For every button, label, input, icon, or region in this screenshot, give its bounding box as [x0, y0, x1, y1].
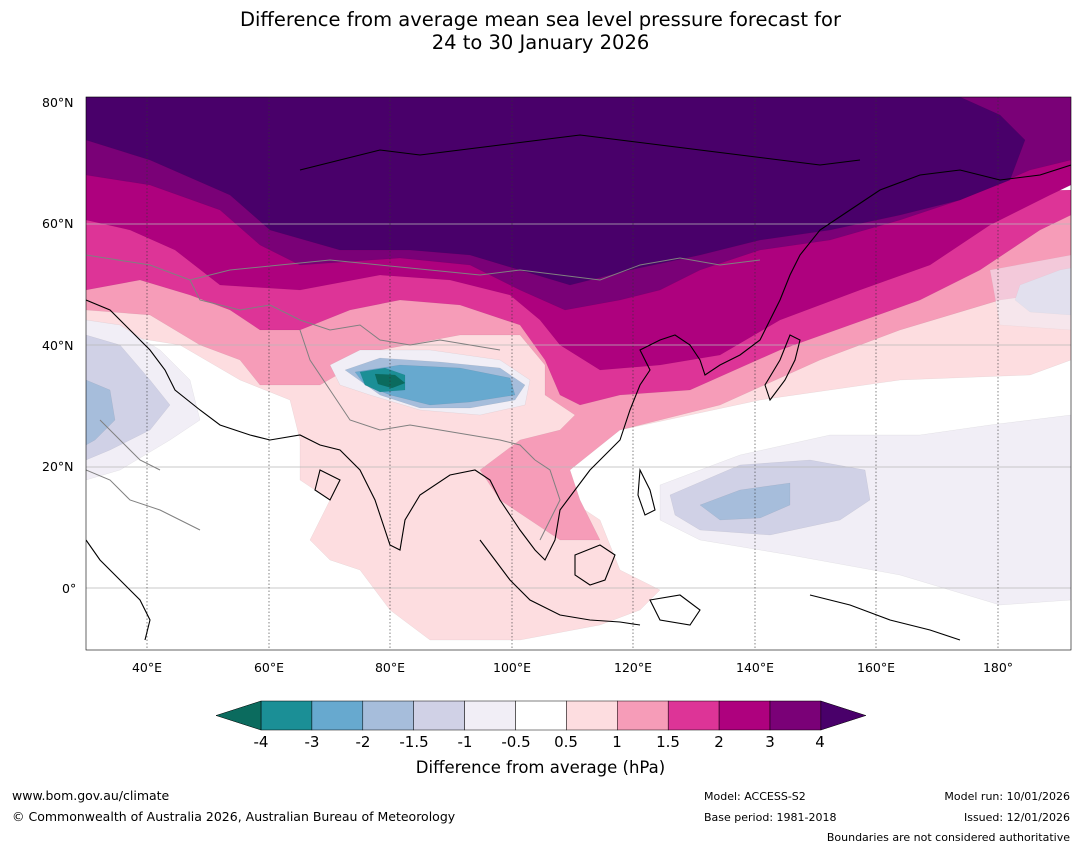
colorbar-segment — [362, 700, 414, 731]
lon-label-60e: 60°E — [253, 660, 285, 675]
anomaly-neg-east-core — [699, 482, 791, 521]
lon-label-180: 180° — [982, 660, 1014, 675]
lon-label-160e: 160°E — [856, 660, 896, 675]
colorbar-segment — [260, 700, 313, 731]
lat-label-40n: 40°N — [42, 338, 74, 353]
colorbar-segment — [566, 700, 618, 731]
chart-title: Difference from average mean sea level p… — [0, 8, 1081, 54]
colorbar-extend-max — [820, 700, 867, 731]
map-area — [86, 97, 1071, 650]
lat-label-60n: 60°N — [42, 216, 74, 231]
anomaly-neg-pacific-north-light — [989, 254, 1071, 331]
colorbar-segment — [464, 700, 516, 731]
footer-website[interactable]: www.bom.gov.au/climate — [12, 788, 170, 803]
map-frame — [85, 96, 1072, 651]
colorbar — [215, 700, 867, 731]
colorbar-segment — [617, 700, 669, 731]
colorbar-tick: 4 — [815, 733, 825, 751]
colorbar-tick: -2 — [355, 733, 371, 751]
colorbar-title: Difference from average (hPa) — [415, 758, 666, 777]
title-line-2: 24 to 30 January 2026 — [431, 31, 650, 54]
colorbar-segment — [515, 700, 567, 731]
anomaly-neg-west — [86, 334, 171, 461]
anomaly-neg-east-light — [659, 414, 1071, 606]
lat-label-20n: 20°N — [42, 459, 74, 474]
colorbar-segment — [769, 700, 822, 731]
colorbar-extend-min — [215, 700, 262, 731]
colorbar-tick: 1 — [612, 733, 622, 751]
colorbar-tick: 2 — [714, 733, 724, 751]
colorbar-tick: -3 — [304, 733, 320, 751]
colorbar-tick: -1.5 — [399, 733, 429, 751]
colorbar-tick: 0.5 — [554, 733, 578, 751]
colorbar-segment — [413, 700, 465, 731]
borders — [86, 254, 761, 541]
colorbar-tick: -1 — [457, 733, 473, 751]
footer-model: Model: ACCESS-S2 — [704, 790, 806, 803]
meridians — [146, 97, 999, 650]
colorbar-tick: -4 — [253, 733, 269, 751]
footer-disclaimer: Boundaries are not considered authoritat… — [826, 831, 1070, 844]
colorbar-segment — [718, 700, 771, 731]
footer-copyright: © Commonwealth of Australia 2026, Austra… — [12, 809, 456, 824]
colorbar-tick: 1.5 — [656, 733, 680, 751]
anomaly-above-4 — [86, 97, 1026, 286]
footer-base-period: Base period: 1981-2018 — [704, 811, 837, 824]
lat-label-0: 0° — [62, 581, 77, 596]
anomaly-neg-west-core — [86, 379, 116, 446]
lat-label-80n: 80°N — [42, 95, 74, 110]
lon-label-140e: 140°E — [735, 660, 775, 675]
lon-label-80e: 80°E — [374, 660, 406, 675]
colorbar-tick: 3 — [765, 733, 775, 751]
footer-issued: Issued: 12/01/2026 — [963, 811, 1070, 824]
lon-label-120e: 120°E — [613, 660, 653, 675]
colorbar-tick: -0.5 — [501, 733, 531, 751]
coastlines — [86, 134, 1071, 641]
gridlines — [86, 223, 1071, 589]
lon-label-40e: 40°E — [131, 660, 163, 675]
colorbar-segment — [311, 700, 364, 731]
lon-label-100e: 100°E — [492, 660, 532, 675]
colorbar-segment — [667, 700, 720, 731]
title-line-1: Difference from average mean sea level p… — [240, 8, 841, 31]
footer-model-run: Model run: 10/01/2026 — [944, 790, 1070, 803]
